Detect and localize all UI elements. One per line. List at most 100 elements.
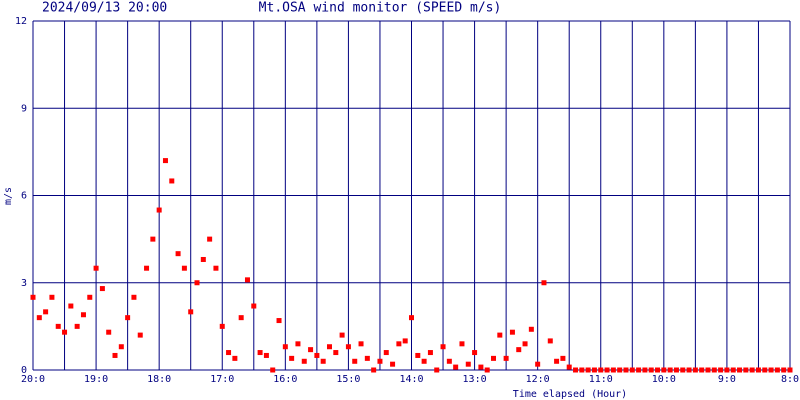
y-axis-label: m/s [3, 187, 14, 205]
x-tick-label: 12:0 [526, 374, 550, 385]
data-point [699, 367, 705, 373]
data-point [244, 277, 250, 283]
data-point [282, 344, 288, 350]
data-point [213, 265, 219, 271]
data-point [762, 367, 768, 373]
data-point [453, 364, 459, 370]
data-point [686, 367, 692, 373]
data-point [371, 367, 377, 373]
x-axis-label: Time elapsed (Hour) [513, 389, 627, 400]
data-point [781, 367, 787, 373]
data-point [118, 344, 124, 350]
data-point [207, 236, 213, 242]
data-point [516, 347, 522, 353]
data-point [295, 341, 301, 347]
data-point [36, 315, 42, 321]
data-point [585, 367, 591, 373]
y-tick-label: 0 [21, 365, 27, 376]
data-point [497, 332, 503, 338]
data-point [99, 286, 105, 292]
data-point [673, 367, 679, 373]
data-point [503, 355, 509, 361]
chart-subtitle: 2024/09/13 20:00 [42, 1, 167, 16]
data-point [358, 341, 364, 347]
data-point [175, 251, 181, 257]
x-tick-label: 20:0 [21, 374, 45, 385]
x-tick-label: 14:0 [399, 374, 423, 385]
data-point [301, 358, 307, 364]
data-point [522, 341, 528, 347]
data-point [93, 265, 99, 271]
data-point [661, 367, 667, 373]
data-point [352, 358, 358, 364]
data-point [390, 361, 396, 367]
data-point [238, 315, 244, 321]
y-tick-label: 6 [21, 191, 27, 202]
data-point [62, 329, 68, 335]
x-tick-label: 15:0 [336, 374, 360, 385]
y-tick-label: 9 [21, 103, 27, 114]
data-point [573, 367, 579, 373]
data-point [156, 207, 162, 213]
x-tick-label: 18:0 [147, 374, 171, 385]
data-point [711, 367, 717, 373]
data-point [188, 309, 194, 315]
data-point [339, 332, 345, 338]
data-point [623, 367, 629, 373]
data-point [478, 364, 484, 370]
data-point [402, 338, 408, 344]
data-point [636, 367, 642, 373]
x-tick-label: 16:0 [273, 374, 297, 385]
data-point [251, 303, 257, 309]
x-tick-label: 11:0 [589, 374, 613, 385]
data-point [43, 309, 49, 315]
data-point [774, 367, 780, 373]
data-point [226, 350, 232, 356]
data-point [680, 367, 686, 373]
data-point [106, 329, 112, 335]
y-tick-label: 12 [15, 16, 27, 27]
data-point [667, 367, 673, 373]
data-point [730, 367, 736, 373]
data-point [642, 367, 648, 373]
data-point [308, 347, 314, 353]
data-point [724, 367, 730, 373]
data-point [591, 367, 597, 373]
data-point [194, 280, 200, 286]
data-point [409, 315, 414, 321]
data-point [617, 367, 623, 373]
data-point [219, 323, 225, 329]
x-tick-label: 8:0 [781, 374, 799, 385]
data-point [737, 367, 743, 373]
data-point [768, 367, 774, 373]
data-point [137, 332, 143, 338]
chart-title: Mt.OSA wind monitor (SPEED m/s) [259, 1, 502, 16]
data-point [30, 294, 36, 300]
data-point [692, 367, 698, 373]
x-tick-label: 17:0 [210, 374, 234, 385]
data-point [566, 364, 572, 370]
data-point [232, 355, 238, 361]
data-point [55, 323, 61, 329]
data-point [326, 344, 332, 350]
data-point [74, 323, 80, 329]
data-point [314, 352, 320, 358]
data-point [465, 361, 471, 367]
data-point [787, 367, 793, 373]
data-point [509, 329, 515, 335]
data-point [68, 303, 74, 309]
x-tick-label: 10:0 [652, 374, 676, 385]
data-point [755, 367, 761, 373]
data-point [125, 315, 131, 321]
x-tick-label: 9:0 [718, 374, 736, 385]
data-point [554, 358, 560, 364]
data-point [718, 367, 724, 373]
data-point [415, 352, 421, 358]
data-point [80, 312, 86, 318]
data-point [743, 367, 749, 373]
data-point [446, 358, 452, 364]
data-point [610, 367, 616, 373]
data-point [598, 367, 604, 373]
data-point [289, 355, 295, 361]
